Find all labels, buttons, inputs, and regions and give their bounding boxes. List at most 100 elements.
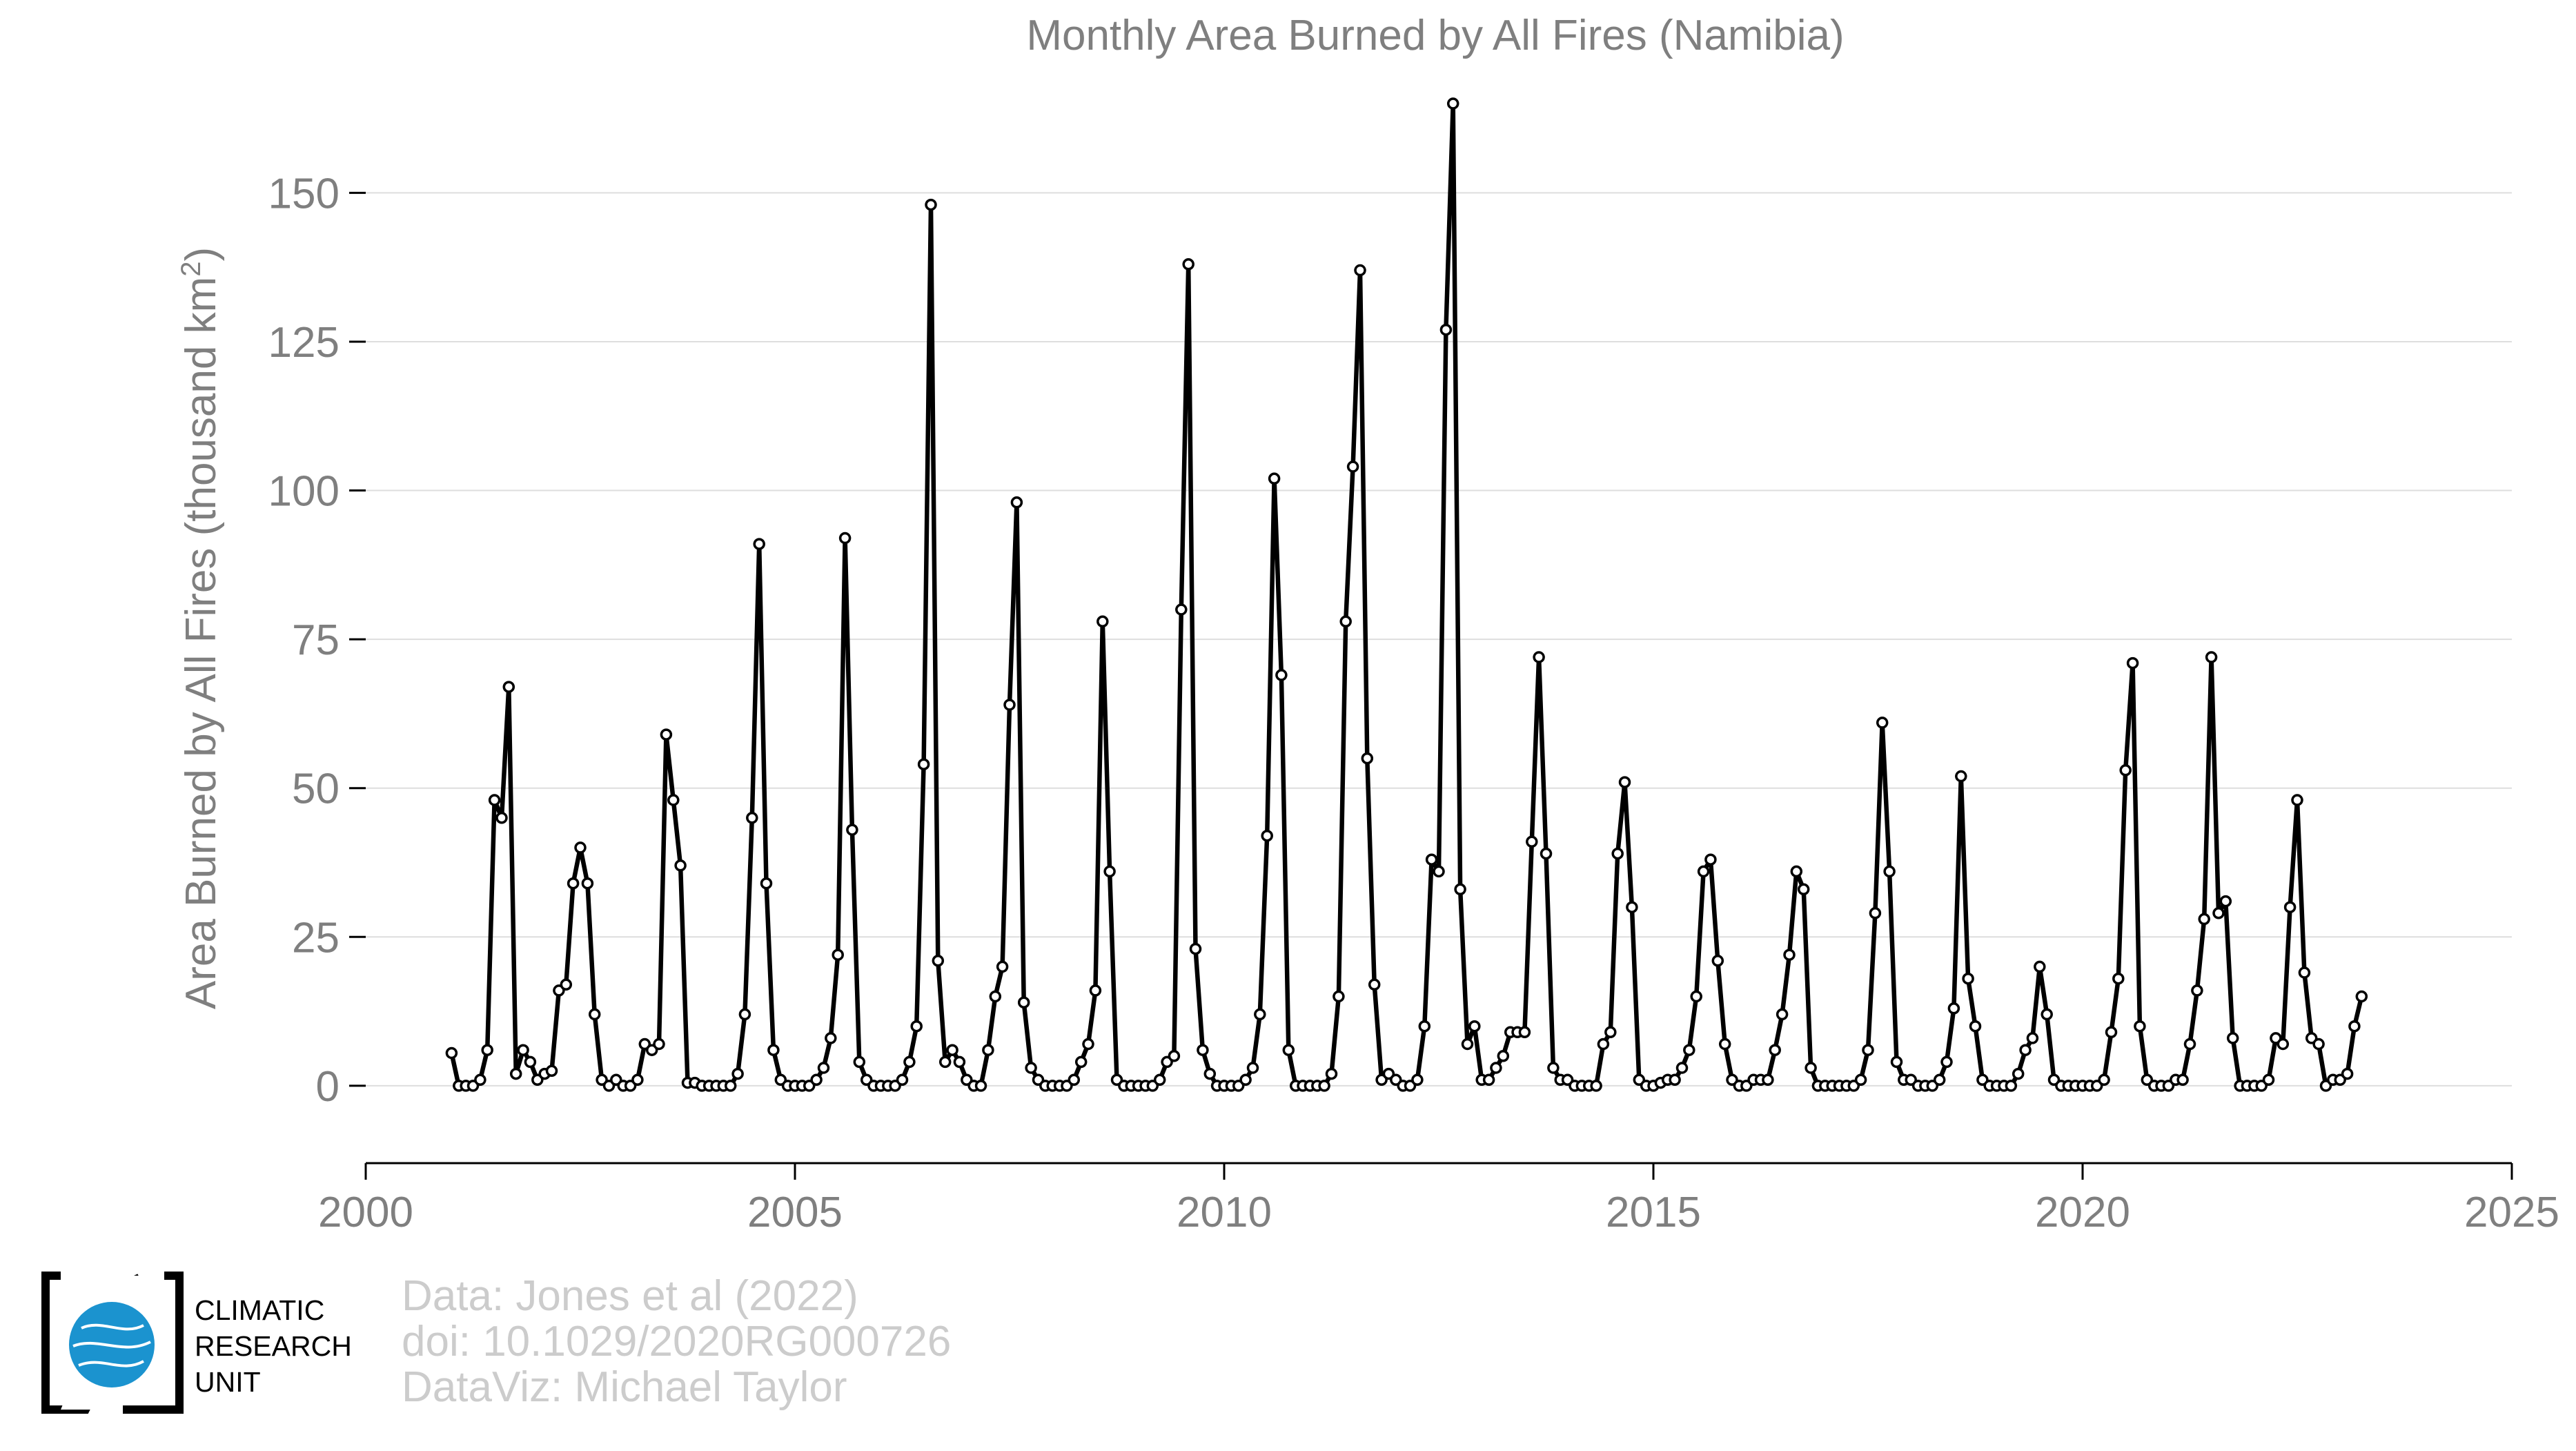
data-point bbox=[502, 681, 515, 693]
data-point bbox=[753, 538, 765, 550]
data-point bbox=[524, 1055, 537, 1069]
data-point bbox=[731, 1067, 744, 1080]
data-point bbox=[1261, 829, 1273, 842]
data-point bbox=[1940, 1055, 1953, 1069]
data-point bbox=[2355, 990, 2368, 1003]
chart-title: Monthly Area Burned by All Fires (Namibi… bbox=[1026, 12, 1844, 59]
data-point bbox=[2219, 895, 2232, 908]
data-point bbox=[989, 990, 1002, 1003]
data-point bbox=[1361, 752, 1374, 765]
data-point bbox=[1103, 865, 1116, 878]
data-point bbox=[1074, 1055, 1088, 1069]
data-point bbox=[1933, 1073, 1946, 1087]
logo-text-line1: CLIMATIC bbox=[195, 1294, 325, 1326]
data-point bbox=[1189, 942, 1202, 955]
data-point bbox=[1611, 847, 1624, 860]
data-point bbox=[474, 1073, 486, 1087]
logo-text-line2: RESEARCH bbox=[195, 1330, 352, 1362]
data-point bbox=[2348, 1020, 2361, 1033]
data-point bbox=[1461, 1038, 1474, 1051]
data-point bbox=[1003, 699, 1016, 711]
data-point bbox=[838, 532, 852, 545]
data-point bbox=[760, 877, 773, 890]
data-point bbox=[1876, 717, 1889, 729]
data-point bbox=[2105, 1026, 2118, 1039]
data-point bbox=[1490, 1062, 1502, 1074]
data-point bbox=[1533, 651, 1545, 663]
data-point bbox=[1883, 865, 1896, 878]
data-point bbox=[1175, 603, 1188, 616]
data-point bbox=[1275, 669, 1288, 681]
data-point bbox=[2098, 1073, 2110, 1087]
x-tick-label: 2005 bbox=[747, 1189, 843, 1236]
x-axis-ticks: 2000 2005 2010 2015 2020 2025 bbox=[318, 1163, 2559, 1236]
data-point bbox=[724, 1080, 737, 1092]
data-point bbox=[1790, 865, 1803, 878]
data-point bbox=[1268, 472, 1281, 485]
data-point bbox=[1333, 990, 1345, 1003]
data-point bbox=[2019, 1044, 2032, 1056]
data-point bbox=[1246, 1062, 1259, 1074]
data-point bbox=[509, 1067, 522, 1080]
data-point bbox=[932, 955, 945, 967]
credits: Data: Jones et al (2022) doi: 10.1029/20… bbox=[402, 1274, 951, 1410]
data-point bbox=[1718, 1038, 1731, 1051]
data-point bbox=[1690, 990, 1702, 1003]
data-point bbox=[1089, 984, 1102, 997]
data-point bbox=[746, 812, 758, 824]
x-tick-label: 2020 bbox=[2035, 1189, 2130, 1236]
grid-lines bbox=[366, 192, 2512, 1087]
data-point bbox=[1433, 865, 1445, 878]
data-point bbox=[2198, 913, 2210, 926]
y-tick-label: 125 bbox=[268, 319, 340, 367]
data-point bbox=[2183, 1038, 2196, 1051]
data-point bbox=[910, 1020, 923, 1033]
data-point bbox=[545, 1064, 558, 1078]
data-point bbox=[1097, 615, 1109, 628]
data-point bbox=[846, 824, 858, 836]
y-axis-label-end: ) bbox=[177, 247, 225, 262]
cru-logo bbox=[41, 1272, 184, 1414]
data-point bbox=[917, 758, 930, 770]
data-point bbox=[2205, 651, 2218, 663]
x-tick-label: 2025 bbox=[2464, 1189, 2559, 1236]
credit-data-source: Data: Jones et al (2022) bbox=[402, 1272, 858, 1320]
data-point bbox=[2298, 966, 2311, 979]
data-point bbox=[481, 1044, 493, 1056]
y-tick-label: 0 bbox=[316, 1063, 340, 1111]
data-point bbox=[1425, 853, 1438, 866]
data-point bbox=[2112, 972, 2125, 985]
y-axis-ticks: 0 25 50 75 100 125 150 bbox=[268, 170, 366, 1111]
data-point bbox=[1153, 1073, 1166, 1087]
data-point bbox=[1962, 972, 1974, 985]
data-point bbox=[825, 1032, 837, 1044]
data-point bbox=[1203, 1067, 1217, 1080]
data-point bbox=[1869, 907, 1882, 919]
data-point bbox=[2191, 984, 2203, 997]
y-tick-label: 50 bbox=[292, 766, 340, 813]
data-point bbox=[832, 948, 844, 961]
data-point bbox=[1010, 496, 1023, 509]
data-point bbox=[574, 841, 587, 854]
data-point bbox=[2034, 960, 2046, 973]
data-point bbox=[896, 1073, 909, 1087]
data-point bbox=[2041, 1008, 2053, 1021]
data-point bbox=[1354, 264, 1366, 277]
data-point bbox=[667, 794, 680, 806]
data-point bbox=[1890, 1055, 1903, 1069]
data-point bbox=[738, 1008, 751, 1021]
globe-wave-icon bbox=[72, 1323, 151, 1367]
data-point bbox=[2277, 1038, 2290, 1051]
data-point bbox=[495, 812, 508, 824]
data-point bbox=[1675, 1062, 1689, 1074]
data-point bbox=[2005, 1080, 2018, 1092]
data-points bbox=[445, 97, 2368, 1092]
data-point bbox=[1604, 1026, 1617, 1039]
data-point bbox=[2012, 1067, 2025, 1080]
data-point bbox=[2262, 1073, 2275, 1087]
data-point bbox=[853, 1055, 866, 1069]
data-point bbox=[2283, 901, 2297, 913]
data-point bbox=[588, 1008, 601, 1021]
data-point bbox=[1683, 1044, 1695, 1056]
